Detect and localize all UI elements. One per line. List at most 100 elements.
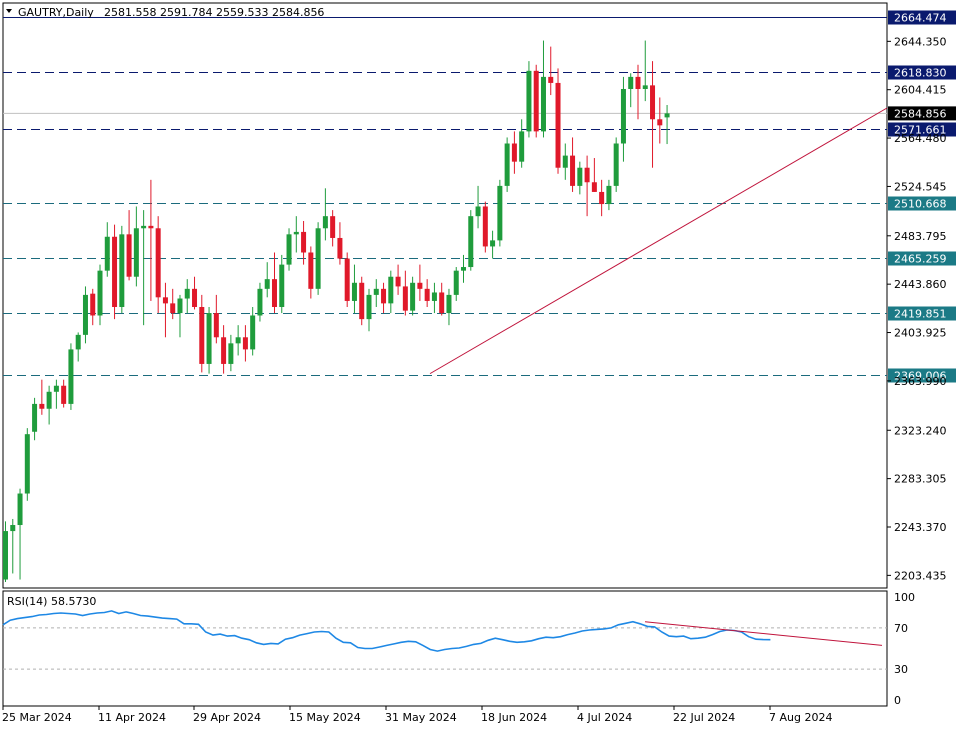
rsi-tick-label: 100 (894, 591, 915, 604)
candle-body (388, 276, 394, 304)
rsi-plot-area (2, 590, 888, 707)
candle-body (446, 294, 452, 314)
horizontal-levels: 2664.474 2618.830 2571.661 2510.668 2465.259… (3, 10, 956, 383)
candle (468, 210, 474, 271)
candle-body (519, 131, 525, 162)
candle (126, 210, 132, 281)
candle-body (344, 258, 350, 301)
candle-body (126, 234, 132, 277)
candle (148, 179, 154, 301)
date-tick-label: 15 May 2024 (289, 711, 361, 724)
candle (424, 279, 430, 308)
date-tick-label: 4 Jul 2024 (577, 711, 632, 724)
candle-body (431, 292, 437, 301)
candle-body (119, 234, 125, 308)
candle (402, 270, 408, 316)
candle-body (650, 85, 656, 120)
candle-body (257, 288, 263, 316)
price-tick-label: 2363.990 (894, 375, 947, 388)
candle (112, 224, 118, 320)
candle (206, 307, 212, 374)
candle-body (75, 334, 81, 350)
candle-body (613, 143, 619, 186)
candle-body (620, 88, 626, 144)
candle (650, 61, 656, 168)
level-badge-label: 2369.006 (894, 370, 947, 383)
candle (344, 252, 350, 308)
candle (359, 276, 365, 326)
candle-body (475, 206, 481, 217)
candle (46, 385, 52, 425)
support-trendline[interactable] (429, 107, 888, 375)
candle-body (351, 282, 357, 301)
candle (446, 288, 452, 326)
candle-body (39, 403, 45, 409)
candle-body (322, 216, 328, 229)
trendline-group (429, 107, 888, 375)
candle (3, 521, 8, 582)
candle-body (468, 216, 474, 268)
candle-body (293, 231, 299, 235)
rsi-tick-label: 30 (894, 663, 908, 676)
candle (381, 282, 387, 314)
date-axis: 25 Mar 2024 11 Apr 2024 29 Apr 2024 15 May … (2, 706, 832, 724)
price-tick-label: 2524.545 (894, 180, 947, 193)
candle (410, 276, 416, 316)
candle (606, 179, 612, 211)
price-tick-label: 2283.305 (894, 473, 947, 486)
price-tick-label: 2243.370 (894, 521, 947, 534)
candle-body (228, 343, 234, 364)
candle (461, 254, 467, 283)
candle-body (141, 225, 147, 229)
price-tick-label: 2483.795 (894, 230, 947, 243)
candle (322, 188, 328, 241)
candle (620, 76, 626, 162)
symbol-dropdown-icon[interactable] (6, 9, 12, 13)
candle-body (366, 294, 372, 320)
candle-body (642, 85, 648, 89)
price-tick-label: 2323.240 (894, 424, 947, 437)
rsi-trendline[interactable] (644, 621, 883, 646)
candle-body (402, 286, 408, 311)
candle-body (410, 282, 416, 311)
candle-body (482, 206, 488, 247)
candle-body (53, 385, 59, 392)
candle-body (591, 182, 597, 192)
candle-body (337, 237, 343, 259)
level-badge-label: 2419.851 (894, 308, 947, 321)
candle (562, 143, 568, 180)
candle-body (453, 270, 459, 295)
date-tick-label: 18 Jun 2024 (481, 711, 547, 724)
candle (482, 201, 488, 253)
candle-body (148, 225, 154, 229)
level-badge (888, 306, 956, 321)
candle-body (635, 76, 641, 89)
candle (24, 428, 30, 501)
candle (511, 131, 517, 174)
price-tick-label: 2604.415 (894, 84, 947, 97)
price-tick-label: 2203.435 (894, 569, 947, 582)
candle (417, 264, 423, 301)
ohlc-values: 2581.558 2591.784 2559.533 2584.856 (104, 6, 324, 19)
candle-body (301, 231, 307, 253)
level-badge (888, 368, 956, 383)
candle (82, 286, 88, 344)
candle-body (562, 155, 568, 168)
candle-body (17, 493, 23, 526)
candle-body (373, 288, 379, 295)
candle (330, 210, 336, 247)
rsi-tick-label: 0 (894, 694, 901, 707)
candle (657, 97, 663, 144)
candle (613, 137, 619, 192)
candle-body (511, 143, 517, 162)
candle (155, 216, 161, 314)
rsi-label: RSI(14) 58.5730 (7, 595, 96, 608)
candle-body (90, 293, 96, 316)
price-tick-label: 2564.480 (894, 132, 947, 145)
candle (337, 222, 343, 265)
candle-body (112, 236, 118, 308)
candle-body (242, 337, 248, 350)
candle-body (461, 267, 467, 271)
candle (192, 276, 198, 310)
candle (133, 206, 139, 287)
